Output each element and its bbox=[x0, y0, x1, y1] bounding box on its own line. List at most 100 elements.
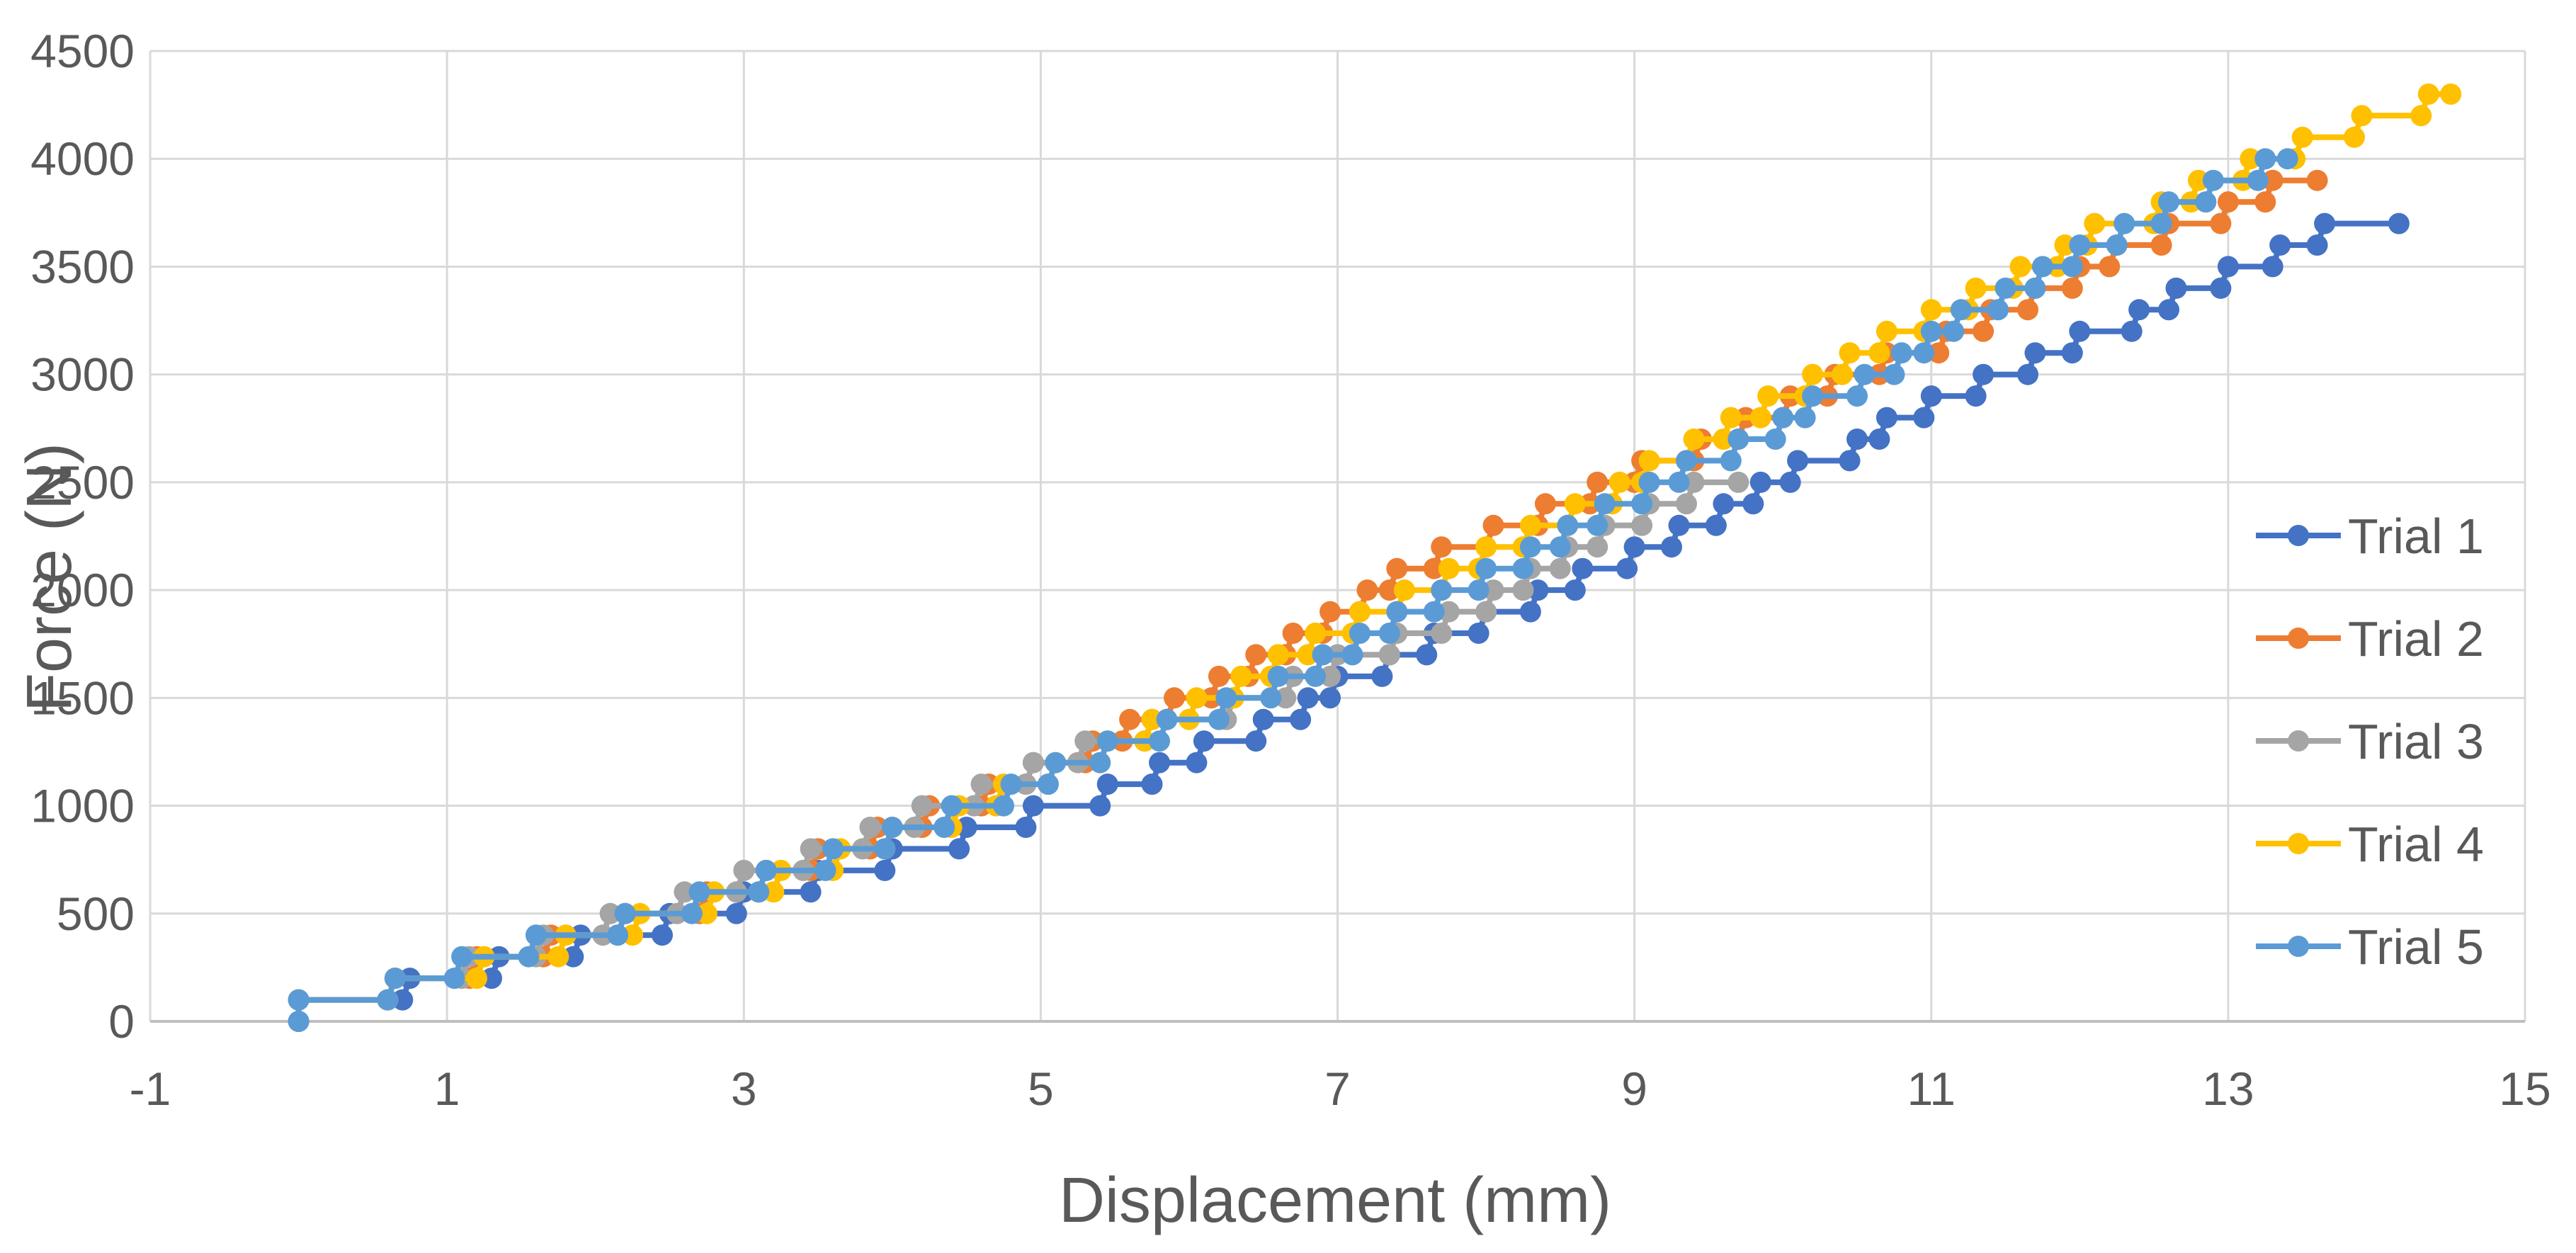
data-point bbox=[2069, 320, 2091, 342]
data-point bbox=[733, 859, 755, 881]
data-point bbox=[1987, 299, 2009, 321]
x-tick-label: 15 bbox=[2499, 1062, 2551, 1115]
data-point bbox=[1832, 363, 1853, 385]
data-point bbox=[1186, 752, 1208, 773]
data-point bbox=[2291, 126, 2313, 148]
data-point bbox=[384, 968, 406, 990]
data-point bbox=[1846, 429, 1868, 450]
data-point bbox=[1290, 708, 1312, 730]
data-point bbox=[1713, 493, 1735, 515]
data-point bbox=[443, 968, 465, 990]
data-point bbox=[2344, 126, 2365, 148]
data-point bbox=[822, 838, 844, 860]
data-point bbox=[1549, 536, 1571, 558]
data-point bbox=[525, 924, 547, 946]
data-point bbox=[1868, 342, 1890, 364]
data-point bbox=[1668, 471, 1690, 493]
data-point bbox=[1297, 644, 1319, 666]
x-tick-label: 3 bbox=[731, 1062, 757, 1115]
data-point bbox=[1089, 752, 1111, 773]
data-point bbox=[1594, 493, 1616, 515]
data-point bbox=[1794, 407, 1816, 429]
data-point bbox=[1341, 644, 1363, 666]
data-point bbox=[2017, 363, 2038, 385]
data-point bbox=[1683, 471, 1705, 493]
data-point bbox=[1638, 471, 1660, 493]
legend-label: Trial 2 bbox=[2348, 611, 2484, 667]
data-point bbox=[1230, 665, 1252, 687]
data-point bbox=[2054, 234, 2076, 256]
data-point bbox=[377, 989, 399, 1011]
data-point bbox=[1587, 514, 1608, 536]
legend-label: Trial 3 bbox=[2348, 714, 2484, 769]
data-point bbox=[2388, 212, 2410, 234]
data-point bbox=[859, 817, 881, 838]
data-point bbox=[1208, 708, 1230, 730]
legend-item: Trial 2 bbox=[2256, 611, 2484, 667]
data-point bbox=[1252, 708, 1274, 730]
data-point bbox=[1683, 429, 1705, 450]
data-point bbox=[1631, 514, 1653, 536]
data-point bbox=[2262, 169, 2283, 191]
y-tick-label: 500 bbox=[57, 888, 135, 940]
data-point bbox=[1587, 536, 1608, 558]
data-point bbox=[1349, 601, 1371, 623]
data-point bbox=[815, 859, 836, 881]
data-point bbox=[1119, 708, 1141, 730]
data-point bbox=[2262, 256, 2283, 278]
data-point bbox=[1438, 557, 1460, 579]
x-tick-label: 5 bbox=[1028, 1062, 1054, 1115]
legend-item: Trial 5 bbox=[2256, 919, 2484, 975]
data-point bbox=[1141, 773, 1163, 795]
data-point bbox=[1705, 514, 1727, 536]
data-point bbox=[1920, 385, 1942, 407]
data-point bbox=[547, 946, 569, 968]
data-point bbox=[755, 859, 777, 881]
data-point bbox=[1787, 450, 1809, 472]
x-tick-label: 1 bbox=[434, 1062, 460, 1115]
data-point bbox=[1320, 601, 1341, 623]
data-point bbox=[1267, 665, 1289, 687]
data-point bbox=[614, 902, 636, 924]
data-point bbox=[2240, 148, 2262, 170]
data-point bbox=[1965, 385, 1987, 407]
data-point bbox=[2254, 148, 2276, 170]
data-point bbox=[800, 838, 822, 860]
y-tick-label: 0 bbox=[108, 995, 135, 1048]
data-point bbox=[2099, 256, 2121, 278]
data-point bbox=[1475, 536, 1497, 558]
legend-item: Trial 1 bbox=[2256, 509, 2484, 564]
data-point bbox=[1928, 342, 1950, 364]
data-point bbox=[1260, 687, 1282, 709]
data-point bbox=[2121, 320, 2143, 342]
data-point bbox=[2188, 169, 2209, 191]
data-point bbox=[1475, 601, 1497, 623]
data-point bbox=[881, 817, 903, 838]
legend: Trial 1 Trial 2 Trial 3 Trial 4 Trial 5 bbox=[2256, 509, 2484, 975]
data-point bbox=[288, 989, 310, 1011]
data-point bbox=[1720, 407, 1742, 429]
data-point bbox=[2210, 212, 2232, 234]
data-point bbox=[1371, 665, 1393, 687]
data-point bbox=[1349, 623, 1371, 644]
data-point bbox=[1468, 623, 1490, 644]
data-point bbox=[1876, 320, 1897, 342]
data-point bbox=[1549, 557, 1571, 579]
data-point bbox=[2210, 277, 2232, 299]
data-point bbox=[599, 902, 621, 924]
data-point bbox=[1839, 450, 1861, 472]
x-axis-title: Displacement (mm) bbox=[1059, 1165, 1611, 1236]
data-point bbox=[2113, 212, 2135, 234]
data-point bbox=[1431, 623, 1453, 644]
data-point bbox=[1854, 363, 1876, 385]
data-point bbox=[941, 795, 963, 817]
data-point bbox=[1393, 579, 1415, 601]
data-point bbox=[1482, 514, 1504, 536]
data-point bbox=[1000, 773, 1022, 795]
legend-marker bbox=[2288, 833, 2309, 854]
data-point bbox=[1519, 601, 1541, 623]
data-point bbox=[2024, 277, 2046, 299]
data-point bbox=[2106, 234, 2128, 256]
legend-label: Trial 1 bbox=[2348, 509, 2484, 564]
